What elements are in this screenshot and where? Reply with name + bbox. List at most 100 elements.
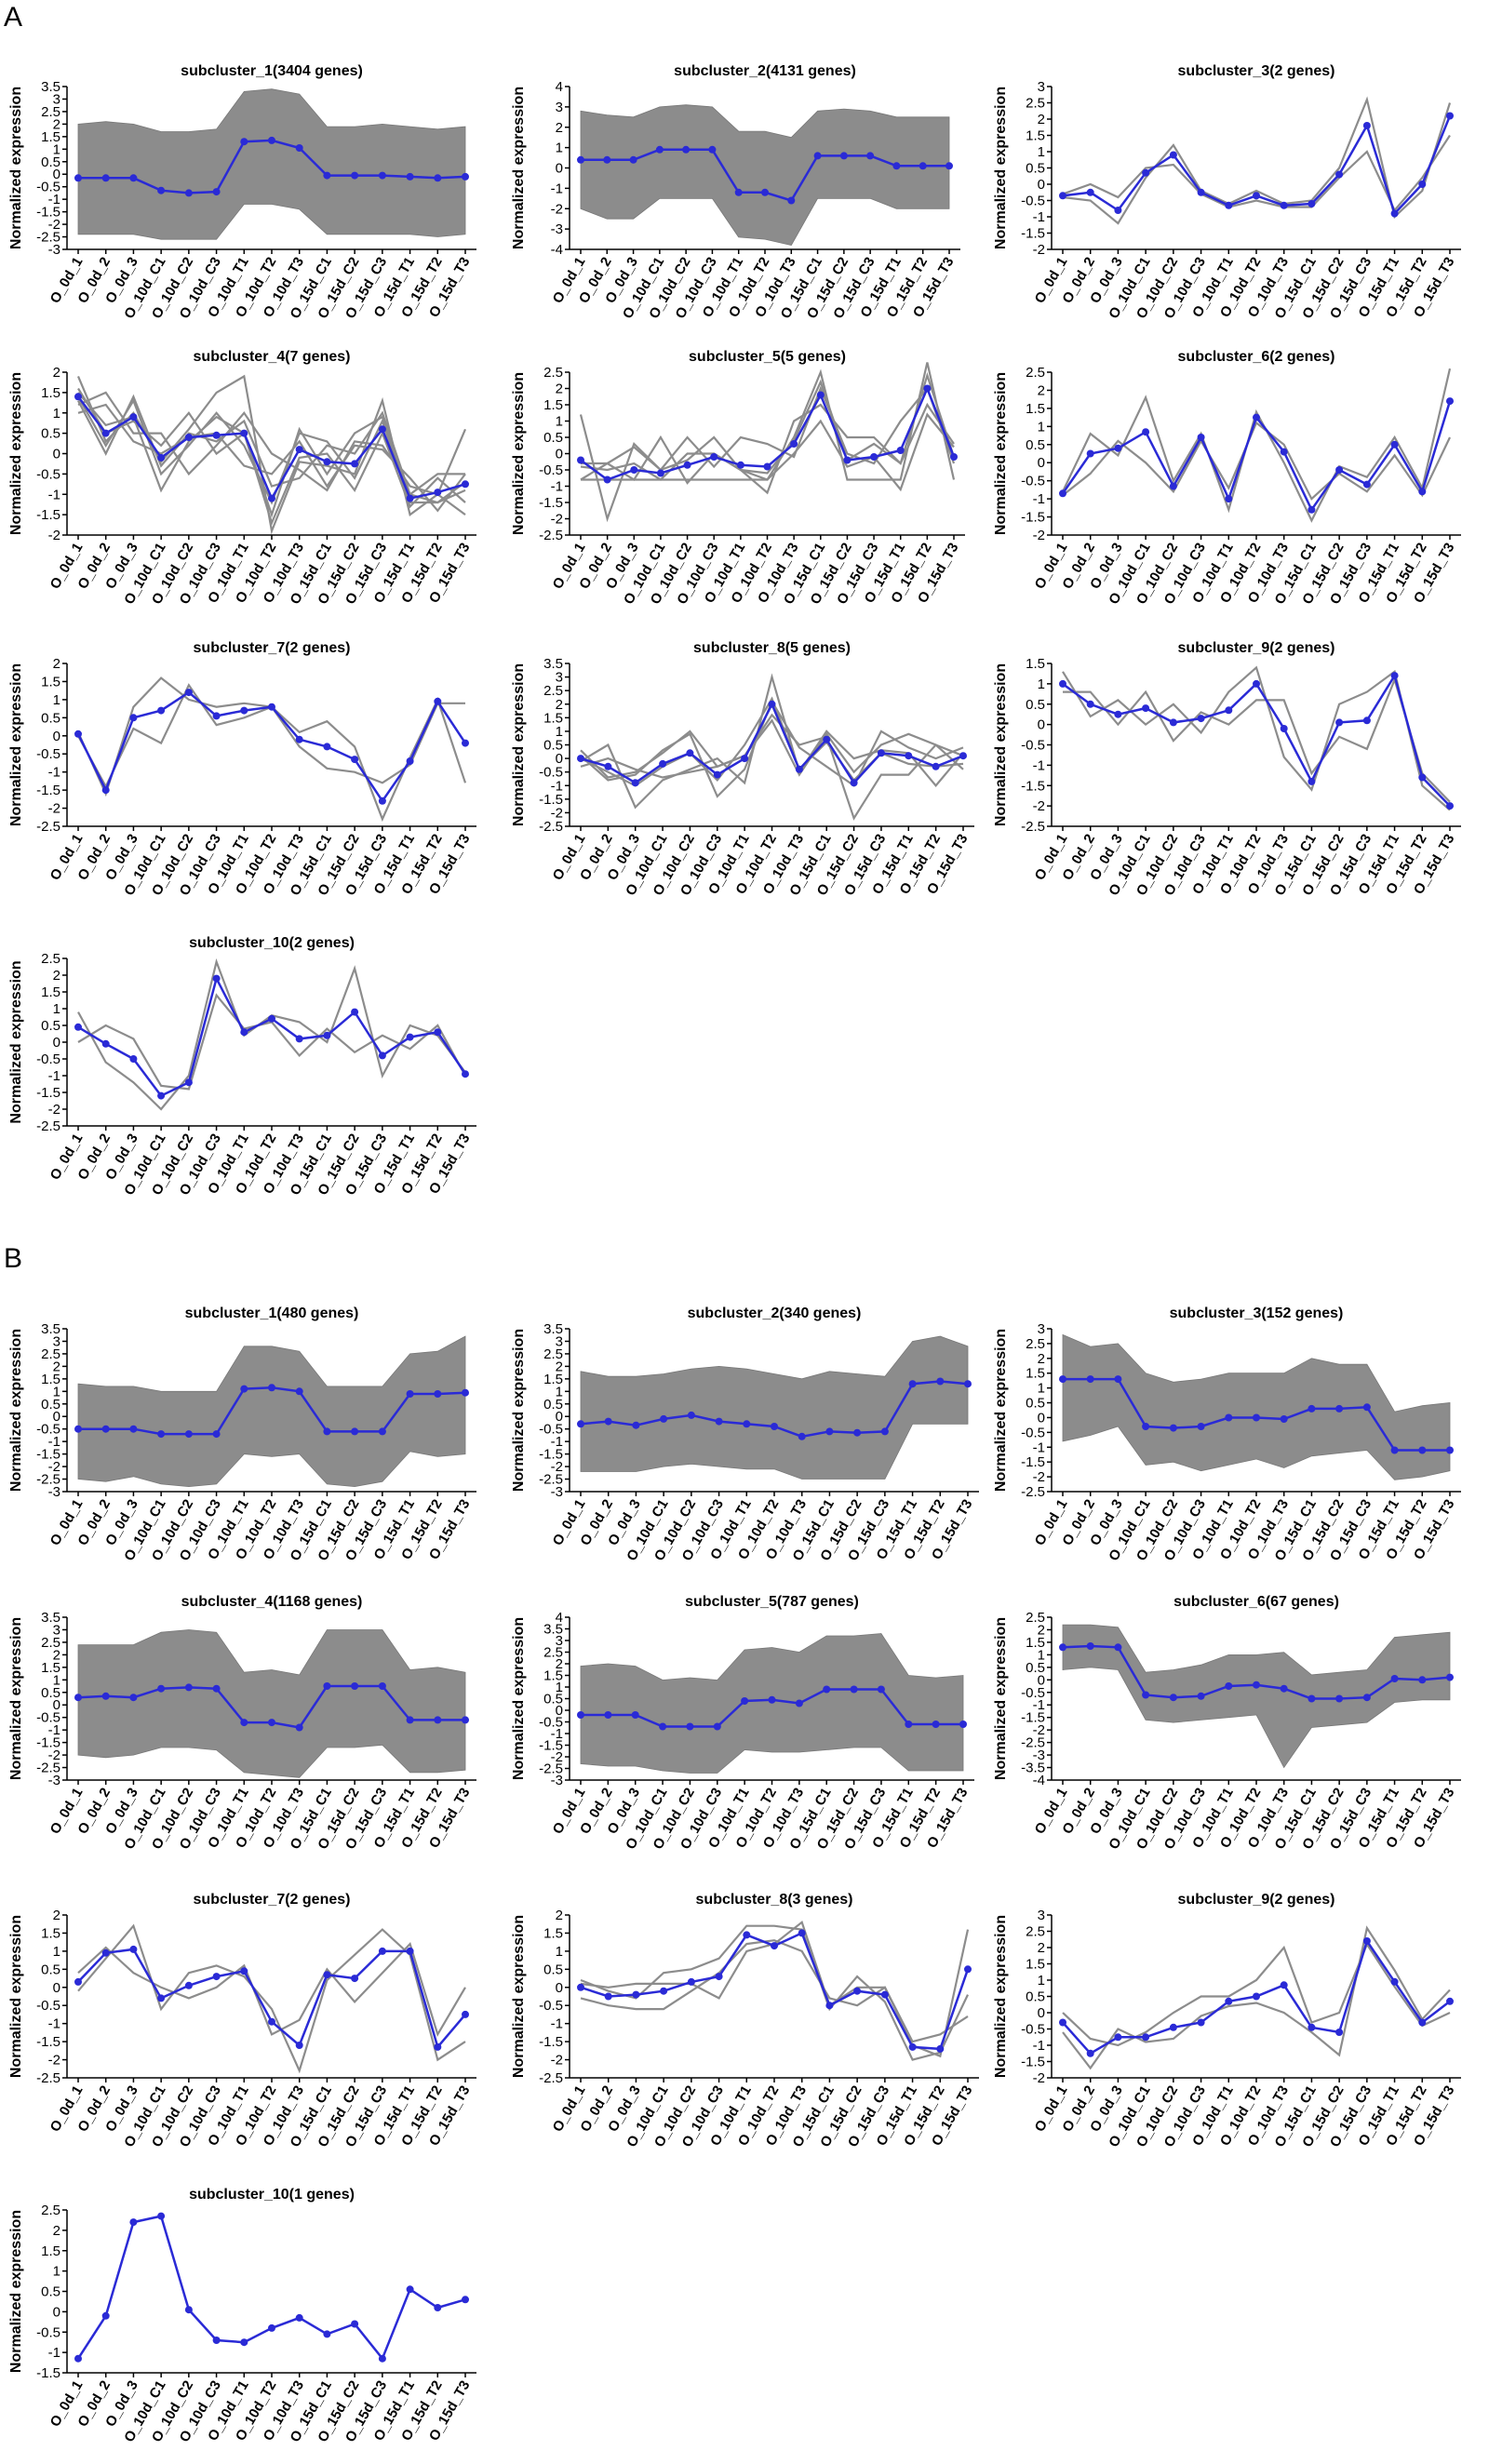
data-point: [378, 1427, 386, 1436]
y-tick-label: 1: [53, 2264, 60, 2280]
y-tick-label: 3: [1038, 79, 1045, 95]
chart-title: subcluster_5(5 genes): [689, 349, 846, 365]
data-point: [74, 393, 82, 401]
y-tick-label: -0.5: [1021, 474, 1045, 489]
chart-panel: subcluster_8(5 genes) Normalized expressi…: [511, 640, 974, 899]
data-point: [240, 1967, 248, 1975]
gene-line: [77, 1941, 466, 2038]
data-point: [157, 1430, 166, 1439]
gene-line: [1062, 1942, 1451, 2047]
y-tick-label: -2: [1033, 1469, 1045, 1485]
chart-panel: subcluster_3(2 genes) Normalized expressi…: [993, 63, 1461, 322]
chart-panel: subcluster_1(480 genes) Normalized expres…: [8, 1306, 476, 1564]
y-tick-label: 0.5: [41, 1685, 60, 1701]
data-point: [378, 797, 386, 805]
data-point: [268, 703, 275, 711]
y-tick-label: 2.5: [543, 1346, 563, 1362]
y-tick-label: 0: [556, 447, 563, 462]
y-tick-label: 0: [53, 447, 60, 462]
data-point: [1169, 2023, 1177, 2031]
data-point: [129, 1945, 138, 1953]
data-point: [323, 1031, 331, 1039]
data-point: [378, 1051, 386, 1060]
y-tick-label: -2: [551, 1749, 563, 1765]
y-tick-label: 1: [556, 1680, 563, 1695]
y-tick-label: 1.5: [1026, 401, 1045, 417]
data-point: [1280, 1684, 1288, 1693]
y-tick-label: 0: [1038, 717, 1045, 733]
y-tick-label: 1.5: [543, 1925, 563, 1941]
data-point: [462, 1070, 469, 1078]
y-tick-label: -2.5: [539, 528, 563, 543]
data-point: [240, 1028, 248, 1037]
y-tick-label: -2: [1033, 528, 1045, 543]
y-tick-label: 0.5: [1026, 437, 1045, 453]
data-point: [1197, 1423, 1205, 1430]
y-tick-label: 2.5: [41, 1635, 60, 1651]
chart-title: subcluster_6(2 genes): [1178, 349, 1335, 365]
y-tick-label: -2.5: [1021, 1484, 1045, 1500]
y-axis-label: Normalized expression: [511, 87, 527, 249]
data-point: [813, 152, 822, 160]
data-point: [351, 1975, 359, 1983]
data-point: [659, 759, 667, 768]
data-point: [1059, 1375, 1066, 1384]
data-point: [295, 1035, 303, 1043]
data-point: [184, 1981, 193, 1989]
chart-panel: subcluster_9(2 genes) Normalized expressi…: [993, 640, 1461, 899]
y-tick-label: 1.5: [1026, 1635, 1045, 1651]
data-point: [1335, 1694, 1344, 1703]
y-tick-label: 2: [556, 1908, 563, 1923]
y-tick-label: 0: [53, 729, 60, 744]
data-point: [240, 1719, 248, 1727]
data-point: [462, 1388, 469, 1397]
gene-line: [1062, 134, 1451, 213]
data-point: [715, 1417, 723, 1426]
data-point: [268, 136, 275, 144]
y-tick-label: -0.5: [36, 1422, 60, 1438]
y-axis-label: Normalized expression: [993, 663, 1009, 826]
data-point: [577, 755, 584, 763]
data-point: [630, 466, 638, 474]
data-point: [686, 1722, 694, 1731]
chart-panel: subcluster_8(3 genes) Normalized expressi…: [511, 1892, 979, 2150]
data-point: [880, 1427, 889, 1436]
y-tick-label: 0: [556, 1409, 563, 1425]
chart-title: subcluster_3(152 genes): [1170, 1306, 1344, 1321]
chart-title: subcluster_6(67 genes): [1173, 1594, 1339, 1610]
data-point: [936, 2044, 945, 2053]
y-axis-label: Normalized expression: [8, 372, 24, 535]
y-tick-label: -2: [48, 1102, 60, 1118]
data-point: [1225, 706, 1233, 715]
y-tick-label: -0.5: [1021, 738, 1045, 754]
data-point: [74, 174, 82, 182]
data-point: [632, 1421, 640, 1429]
data-point: [710, 453, 718, 461]
data-point: [351, 2320, 359, 2328]
data-point: [434, 174, 442, 182]
y-tick-label: -1: [1033, 1440, 1045, 1455]
y-tick-label: 2: [53, 1647, 60, 1663]
data-point: [434, 1390, 442, 1398]
data-point: [1446, 1673, 1454, 1681]
y-tick-label: 3.5: [543, 1321, 563, 1337]
data-point: [268, 1384, 275, 1392]
data-point: [1142, 1691, 1150, 1699]
y-tick-label: 1: [1038, 676, 1045, 692]
data-point: [795, 765, 803, 773]
y-tick-label: 0: [556, 1980, 563, 1996]
data-point: [101, 1948, 110, 1957]
y-tick-label: 1.5: [543, 1372, 563, 1387]
data-point: [577, 456, 584, 464]
chart-panel: subcluster_5(5 genes) Normalized expressi…: [511, 349, 965, 608]
data-point: [1390, 209, 1399, 218]
y-axis-label: Normalized expression: [8, 663, 24, 826]
y-tick-label: 1.5: [1026, 656, 1045, 672]
data-point: [1308, 777, 1316, 785]
y-tick-label: 2: [53, 1359, 60, 1374]
y-tick-label: -2: [1033, 798, 1045, 814]
data-point: [323, 2330, 331, 2338]
y-tick-label: -2.5: [36, 2070, 60, 2086]
y-tick-label: -1.5: [539, 2034, 563, 2050]
y-tick-label: 0: [1038, 1672, 1045, 1688]
